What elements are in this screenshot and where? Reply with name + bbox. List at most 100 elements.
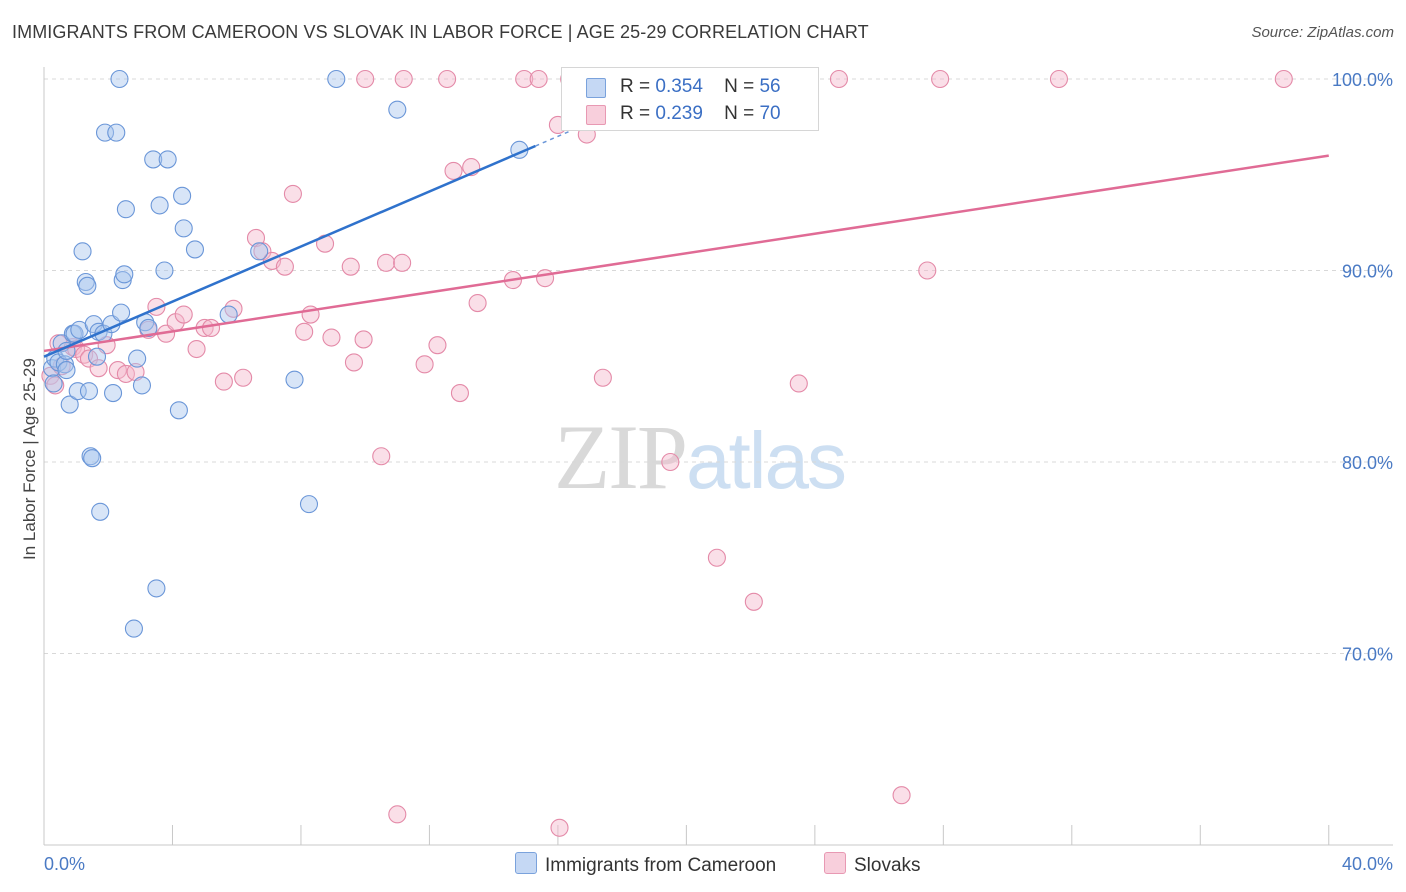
grid-lines [44,78,1393,654]
cameroon-points [42,69,688,638]
bottom-legend-swatch-slovaks [824,852,846,874]
legend-swatch-cameroon [586,78,606,98]
slovaks-point [468,294,487,313]
cameroon-point [79,382,99,401]
slovaks-point [438,69,457,89]
cameroon-point [124,619,143,638]
cameroon-point [285,370,304,389]
y-tick-label: 90.0% [1342,262,1393,282]
slovaks-point [415,355,434,374]
slovaks-point [892,786,911,805]
cameroon-point [299,495,319,514]
slovaks-point [393,253,412,272]
cameroon-point [155,261,174,280]
slovaks-point [89,359,108,378]
x-tick-label: 0.0% [44,854,85,874]
slovaks-point [550,818,569,837]
slovaks-point [187,339,206,359]
cameroon-point [173,186,192,205]
cameroon-point [139,318,158,338]
bottom-legend-label-slovaks: Slovaks [854,855,921,876]
legend-n-label: N = [724,76,755,97]
cameroon-point [150,196,169,215]
slovaks-point [372,447,391,466]
cameroon-point [219,305,238,324]
slovaks-point [354,330,373,349]
cameroon-point [147,579,166,598]
slovaks-point [918,261,937,280]
axes [43,67,1393,846]
tick-labels: 70.0% 80.0% 90.0% 100.0% 0.0% 40.0% [44,70,1393,874]
y-tick-label: 100.0% [1332,70,1393,90]
slovaks-point [214,372,233,391]
watermark-atlas: atlas [686,416,847,505]
slovaks-point [275,257,294,276]
cameroon-point [91,502,110,521]
slovaks-point [201,318,221,338]
cameroon-point [128,349,147,368]
slovaks-point [1049,69,1069,89]
cameroon-point [132,376,152,395]
slovaks-point [829,69,848,89]
bottom-legend-swatch-cameroon [515,852,537,874]
slovaks-point [529,69,548,89]
slovaks-point [174,305,193,324]
cameroon-point [57,361,76,380]
slovaks-point [356,69,375,89]
cameroon-point [115,265,134,284]
x-tick-label: 40.0% [1342,854,1393,874]
slovaks-point [661,452,680,472]
cameroon-point [112,303,131,322]
legend-n-value: 56 [759,76,781,97]
chart-title: IMMIGRANTS FROM CAMEROON VS SLOVAK IN LA… [12,22,869,42]
slovaks-point [341,257,360,276]
slovaks-point [388,805,407,824]
slovaks-point [593,368,612,387]
legend-n-value: 70 [759,103,781,124]
cameroon-point [144,150,163,169]
legend-n-label: N = [724,103,755,124]
cameroon-point [388,100,407,119]
legend-r-label: R = [620,76,651,97]
cameroon-point [185,240,205,259]
cameroon-point [116,200,135,219]
legend-swatch-slovaks [586,105,606,125]
cameroon-point [110,69,129,89]
cameroon-point [44,374,63,393]
slovaks-point [515,69,534,89]
legend-r-value: 0.354 [655,76,703,97]
cameroon-point [83,449,102,468]
slovaks-point [536,269,555,288]
watermark: ZIPatlas [554,404,847,510]
cameroon-point [169,401,188,420]
slovaks-point [707,548,726,567]
slovaks-point [234,368,253,387]
legend: R = 0.354 N = 56 R = 0.239 N = 70 [561,67,819,131]
slovaks-point [444,161,463,180]
slovaks-point [789,374,808,393]
legend-r-label: R = [620,103,651,124]
y-tick-label: 80.0% [1342,453,1393,473]
slovaks-point [295,322,314,341]
slovaks-point [377,253,396,272]
cameroon-point [78,276,97,295]
legend-r-value: 0.239 [655,103,703,124]
cameroon-point [73,242,92,261]
cameroon-point [327,69,346,89]
slovaks-point [744,592,763,611]
slovaks-point [1274,69,1293,89]
slovaks-point [283,184,302,203]
cameroon-point [158,150,177,169]
slovaks-point [931,69,950,89]
slovaks-point [344,353,363,372]
y-axis-label: In Labor Force | Age 25-29 [20,358,39,560]
cameroon-trend-line [43,144,536,358]
watermark-zip: ZIP [554,406,688,508]
cameroon-point [174,219,193,238]
slovaks-point [428,336,447,355]
cameroon-point [60,395,79,414]
bottom-legend-cameroon: Immigrants from Cameroon [515,852,776,876]
bottom-legend-slovaks: Slovaks [824,852,921,876]
source-label: Source: ZipAtlas.com [1251,24,1394,41]
